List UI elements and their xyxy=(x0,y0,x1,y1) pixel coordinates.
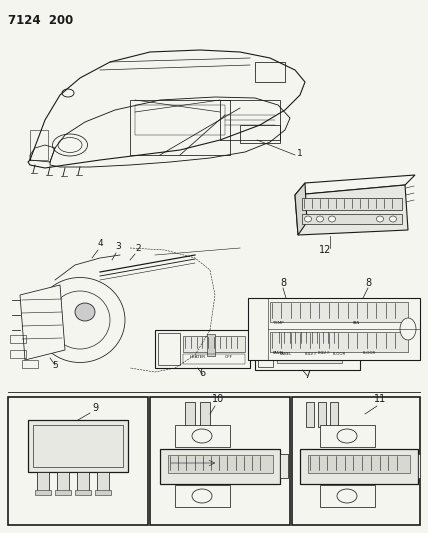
Bar xyxy=(220,100,280,140)
Bar xyxy=(22,360,38,368)
Ellipse shape xyxy=(192,489,212,503)
Bar xyxy=(57,472,69,492)
Bar xyxy=(330,402,338,427)
Ellipse shape xyxy=(62,89,74,97)
Ellipse shape xyxy=(400,318,416,340)
Bar xyxy=(175,425,230,447)
Ellipse shape xyxy=(337,489,357,503)
Text: 11: 11 xyxy=(374,394,386,404)
Bar xyxy=(258,328,273,367)
Text: 1: 1 xyxy=(297,149,303,157)
Polygon shape xyxy=(295,183,307,235)
Bar xyxy=(200,402,210,427)
Bar xyxy=(97,472,109,492)
Bar xyxy=(37,472,49,492)
Text: PANEL: PANEL xyxy=(280,352,292,356)
Bar xyxy=(207,334,215,356)
Bar xyxy=(155,330,250,368)
Text: OFF: OFF xyxy=(225,355,233,359)
Bar xyxy=(320,425,375,447)
Polygon shape xyxy=(295,185,408,235)
Bar xyxy=(135,105,225,135)
Bar xyxy=(10,335,26,343)
Bar xyxy=(183,354,245,364)
Text: FLOOR: FLOOR xyxy=(363,351,376,355)
Text: FAN: FAN xyxy=(353,321,360,325)
Text: HEATER: HEATER xyxy=(190,355,206,359)
Ellipse shape xyxy=(35,278,125,362)
Bar xyxy=(35,490,51,495)
Bar xyxy=(277,331,342,346)
Bar xyxy=(277,349,342,363)
Text: FLOOR: FLOOR xyxy=(333,352,346,356)
Bar xyxy=(308,455,410,473)
Bar xyxy=(255,325,360,370)
Bar xyxy=(270,332,408,352)
Bar xyxy=(175,485,230,507)
Ellipse shape xyxy=(75,303,95,321)
Ellipse shape xyxy=(316,216,324,222)
Bar xyxy=(8,397,148,525)
Bar xyxy=(77,472,89,492)
Bar xyxy=(75,490,91,495)
Text: 5: 5 xyxy=(52,361,58,370)
Text: 10: 10 xyxy=(212,394,224,404)
Bar xyxy=(318,402,326,427)
Bar xyxy=(280,454,288,478)
Text: BILV F: BILV F xyxy=(305,352,317,356)
Bar xyxy=(255,62,285,82)
Bar xyxy=(302,214,402,224)
Bar xyxy=(160,449,280,484)
Bar xyxy=(292,397,420,525)
Text: 12: 12 xyxy=(319,245,331,255)
Text: 4: 4 xyxy=(97,239,103,248)
Ellipse shape xyxy=(389,216,396,222)
Bar xyxy=(130,100,230,155)
Bar xyxy=(55,490,71,495)
Text: 8: 8 xyxy=(280,278,286,288)
Ellipse shape xyxy=(329,216,336,222)
Text: 7124  200: 7124 200 xyxy=(8,14,73,27)
Bar xyxy=(150,397,290,525)
Bar xyxy=(33,425,123,467)
Text: BILV F: BILV F xyxy=(318,351,330,355)
Polygon shape xyxy=(20,285,65,360)
Bar xyxy=(270,302,408,322)
Ellipse shape xyxy=(343,337,357,357)
Bar xyxy=(183,336,245,352)
Bar xyxy=(320,485,375,507)
Bar xyxy=(248,298,420,360)
Text: 9: 9 xyxy=(92,403,98,413)
Bar xyxy=(300,449,418,484)
Bar xyxy=(30,130,48,160)
Ellipse shape xyxy=(337,429,357,443)
Bar xyxy=(168,455,273,473)
Text: PANEL: PANEL xyxy=(273,351,285,355)
Bar xyxy=(240,125,280,143)
Bar xyxy=(306,402,314,427)
Bar xyxy=(302,198,402,210)
Ellipse shape xyxy=(192,429,212,443)
Ellipse shape xyxy=(50,291,110,349)
Bar xyxy=(95,490,111,495)
Text: 2: 2 xyxy=(135,244,141,253)
Ellipse shape xyxy=(304,216,312,222)
Polygon shape xyxy=(295,175,415,195)
Bar xyxy=(10,350,26,358)
Bar xyxy=(185,402,195,427)
Ellipse shape xyxy=(377,216,383,222)
Text: 7: 7 xyxy=(304,370,311,380)
Bar xyxy=(418,454,420,478)
Text: 8: 8 xyxy=(365,278,371,288)
Text: 6: 6 xyxy=(199,368,205,378)
Bar xyxy=(158,333,180,365)
Text: 3: 3 xyxy=(115,242,121,251)
Bar xyxy=(28,420,128,472)
Text: TEMP: TEMP xyxy=(273,321,284,325)
